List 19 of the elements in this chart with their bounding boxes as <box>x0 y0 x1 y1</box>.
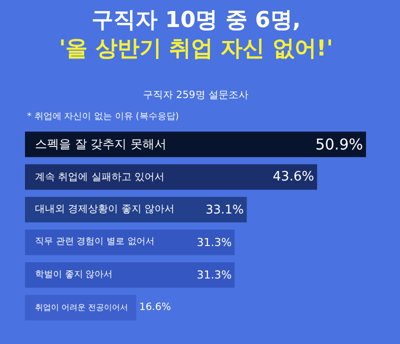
chart-subtitle: 구직자 259명 설문조사 <box>143 90 248 101</box>
bar <box>25 230 235 256</box>
text: * 취업에 자신이 없는 이유 (복수응답) <box>27 112 179 122</box>
data-label: 31.3% <box>196 268 232 282</box>
chart-title: 구직자 10명 중 6명, '올 상반기 취업 자신 없어!' <box>59 8 334 62</box>
y-tick-label: 스펙을 잘 갖추지 못해서 <box>35 137 166 151</box>
y-tick-label: 직무 관련 경험이 별로 없어서 <box>35 237 154 247</box>
bar <box>25 132 366 158</box>
y-tick-label: 취업이 어려운 전공이어서 <box>35 303 128 312</box>
data-label: 16.6% <box>139 302 171 314</box>
y-tick-label: 계속 취업에 실패하고 있어서 <box>35 172 165 183</box>
data-label: 43.6% <box>272 170 314 184</box>
data-label: 31.3% <box>196 236 232 249</box>
y-tick-label: 학벌이 좋지 않아서 <box>35 270 113 280</box>
data-label: 33.1% <box>206 202 244 217</box>
y-tick-label: 대내외 경제상황이 좋지 않아서 <box>35 204 175 215</box>
bar <box>25 262 235 288</box>
data-label: 50.9% <box>315 135 363 154</box>
bar <box>25 164 318 190</box>
